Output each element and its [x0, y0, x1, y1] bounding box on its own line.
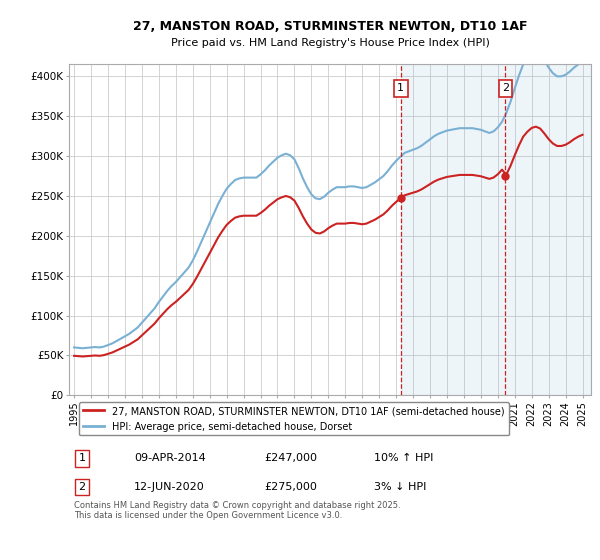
Text: 12-JUN-2020: 12-JUN-2020 — [134, 482, 205, 492]
Text: Contains HM Land Registry data © Crown copyright and database right 2025.
This d: Contains HM Land Registry data © Crown c… — [74, 501, 401, 520]
Text: 09-APR-2014: 09-APR-2014 — [134, 454, 206, 464]
Text: 1: 1 — [79, 454, 86, 464]
Text: 10% ↑ HPI: 10% ↑ HPI — [374, 454, 434, 464]
Legend: 27, MANSTON ROAD, STURMINSTER NEWTON, DT10 1AF (semi-detached house), HPI: Avera: 27, MANSTON ROAD, STURMINSTER NEWTON, DT… — [79, 402, 509, 436]
Text: £247,000: £247,000 — [265, 454, 318, 464]
Text: £275,000: £275,000 — [265, 482, 317, 492]
Text: 1: 1 — [397, 83, 404, 94]
Text: 27, MANSTON ROAD, STURMINSTER NEWTON, DT10 1AF: 27, MANSTON ROAD, STURMINSTER NEWTON, DT… — [133, 20, 527, 34]
Text: 2: 2 — [502, 83, 509, 94]
Text: Price paid vs. HM Land Registry's House Price Index (HPI): Price paid vs. HM Land Registry's House … — [170, 38, 490, 48]
Text: 3% ↓ HPI: 3% ↓ HPI — [374, 482, 427, 492]
Bar — [401, 64, 591, 395]
Text: 2: 2 — [79, 482, 86, 492]
